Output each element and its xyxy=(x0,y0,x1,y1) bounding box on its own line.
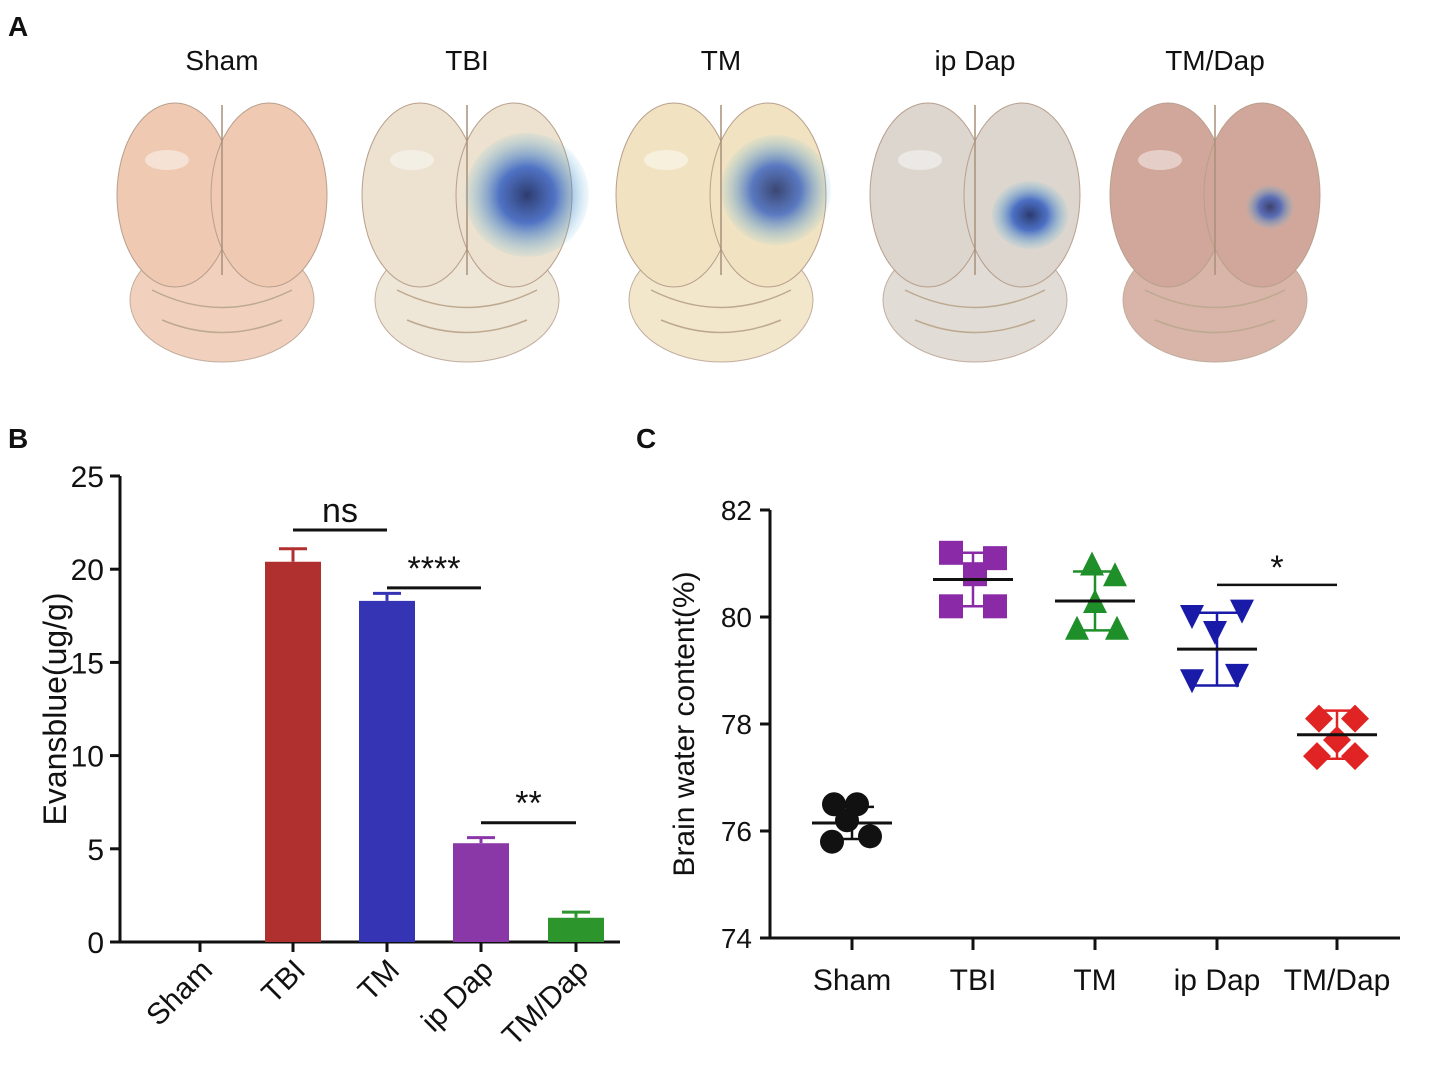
bar-4 xyxy=(548,917,604,942)
data-point xyxy=(1105,615,1129,640)
evans-blue-stain xyxy=(465,133,589,257)
x-tick-label-4: TM/Dap xyxy=(1284,964,1391,997)
data-point xyxy=(1305,704,1333,733)
y-tick-label: 76 xyxy=(721,816,752,847)
panel-label-a: A xyxy=(8,11,28,42)
brain-fold xyxy=(660,319,782,334)
data-point xyxy=(939,540,963,565)
brain-photo-0 xyxy=(116,102,328,363)
evans-blue-stain xyxy=(721,135,831,245)
data-point xyxy=(1103,562,1127,587)
y-axis-label: Evansblue(ug/g) xyxy=(37,592,73,825)
brain-highlight xyxy=(644,150,688,170)
brain-fold xyxy=(406,319,528,334)
data-point xyxy=(858,824,882,849)
x-tick-label-2: TM xyxy=(1073,964,1116,997)
brain-highlight xyxy=(145,150,189,170)
x-tick-label-1: TBI xyxy=(256,954,312,1010)
brain-fold xyxy=(1144,289,1286,309)
brain-fold xyxy=(151,289,293,309)
x-tick-label-3: ip Dap xyxy=(1174,964,1261,997)
data-point xyxy=(1203,621,1227,646)
bar-1 xyxy=(265,561,321,942)
brain-group-label-4: TM/Dap xyxy=(1165,45,1265,76)
data-point xyxy=(1303,742,1331,771)
bar-2 xyxy=(359,600,415,942)
x-tick-label-3: ip Dap xyxy=(415,954,500,1039)
y-tick-label: 10 xyxy=(71,741,104,774)
brain-highlight xyxy=(1138,150,1182,170)
panel-label-b: B xyxy=(8,423,28,454)
y-tick-label: 15 xyxy=(71,647,104,680)
brain-fold xyxy=(396,289,538,309)
evans-blue-stain xyxy=(1246,185,1294,229)
x-tick-label-0: Sham xyxy=(140,954,219,1033)
y-axis-label: Brain water content(%) xyxy=(668,571,701,876)
y-tick-label: 80 xyxy=(721,602,752,633)
significance-label: ** xyxy=(515,785,541,823)
brain-group-label-0: Sham xyxy=(185,45,258,76)
brain-fold xyxy=(161,319,283,334)
data-point xyxy=(835,808,859,833)
brain-photo-3 xyxy=(869,102,1081,363)
brain-group-label-2: TM xyxy=(701,45,741,76)
data-point xyxy=(1230,599,1254,624)
brain-highlight xyxy=(898,150,942,170)
data-point xyxy=(1180,669,1204,694)
x-tick-label-4: TM/Dap xyxy=(496,954,595,1053)
data-point xyxy=(1065,615,1089,640)
brain-photo-4 xyxy=(1109,102,1321,363)
data-point xyxy=(820,829,844,854)
data-point xyxy=(1180,605,1204,629)
brain-group-label-3: ip Dap xyxy=(935,45,1016,76)
y-tick-label: 82 xyxy=(721,495,752,526)
y-tick-label: 5 xyxy=(87,834,104,867)
data-point xyxy=(1341,742,1369,771)
y-tick-label: 0 xyxy=(87,927,104,960)
brain-fold xyxy=(914,319,1036,334)
brain-water-dot-plot: 74 76 78 80 82 Brain water content(%) Sham TBI T… xyxy=(668,495,1400,997)
data-point xyxy=(983,594,1007,619)
data-point xyxy=(1225,663,1249,688)
brain-photo-1 xyxy=(361,102,589,363)
significance-label: * xyxy=(1270,549,1283,587)
significance-label: ns xyxy=(322,492,358,530)
evans-blue-stain xyxy=(992,181,1068,249)
y-tick-label: 20 xyxy=(71,554,104,587)
data-point xyxy=(1080,551,1104,576)
brain-fold xyxy=(650,289,792,309)
brain-fold xyxy=(1154,319,1276,334)
brain-right-hemisphere xyxy=(210,102,328,288)
y-tick-label: 78 xyxy=(721,709,752,740)
evansblue-bar-chart: 0 5 10 15 20 25 Evansblue(ug/g) Sham TBI TM ip Dap… xyxy=(37,461,620,1052)
data-point xyxy=(963,562,987,587)
x-tick-label-2: TM xyxy=(352,954,406,1008)
y-tick-label: 25 xyxy=(71,461,104,494)
data-point xyxy=(1323,726,1351,755)
brain-fold xyxy=(904,289,1046,309)
data-point xyxy=(939,594,963,619)
panel-label-c: C xyxy=(636,423,656,454)
data-point xyxy=(1341,704,1369,733)
data-point xyxy=(822,792,846,817)
y-tick-label: 74 xyxy=(721,923,752,954)
x-tick-label-0: Sham xyxy=(813,964,891,997)
x-tick-label-1: TBI xyxy=(950,964,997,997)
brain-photo-panel: Sham TBI TM ip Dap TM/Dap xyxy=(116,45,1321,363)
brain-highlight xyxy=(390,150,434,170)
brain-group-label-1: TBI xyxy=(445,45,489,76)
bar-3 xyxy=(453,843,509,942)
significance-label: **** xyxy=(408,550,461,588)
brain-photo-2 xyxy=(615,102,831,363)
